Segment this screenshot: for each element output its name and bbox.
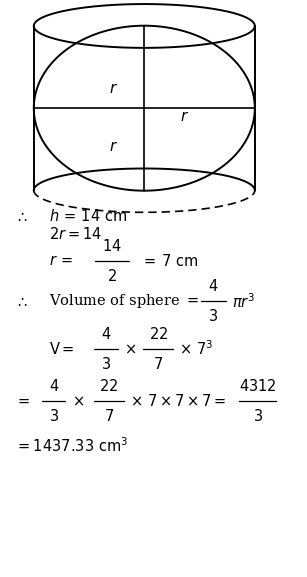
Text: $14$: $14$ (102, 238, 122, 254)
Text: $3$: $3$ (101, 356, 111, 372)
Text: $\times$: $\times$ (124, 342, 136, 356)
Text: $4312$: $4312$ (239, 378, 277, 394)
Text: $\times$: $\times$ (72, 394, 84, 408)
Text: $r$: $r$ (180, 110, 189, 123)
Text: $2r = 14$: $2r = 14$ (49, 226, 102, 242)
Text: $22$: $22$ (99, 378, 119, 394)
Text: $4$: $4$ (101, 326, 111, 342)
Text: $7$: $7$ (153, 356, 163, 372)
Text: $7$: $7$ (104, 408, 114, 424)
Text: $r$: $r$ (109, 140, 118, 154)
Text: $3$: $3$ (208, 308, 218, 324)
Text: $=\,7\ \mathrm{cm}$: $=\,7\ \mathrm{cm}$ (141, 253, 199, 269)
Text: $\therefore$: $\therefore$ (15, 294, 29, 309)
Text: Volume of sphere $=$: Volume of sphere $=$ (49, 292, 200, 310)
Text: $22$: $22$ (149, 326, 168, 342)
Text: $4$: $4$ (49, 378, 59, 394)
Text: $3$: $3$ (49, 408, 59, 424)
Text: $h\,=\,14\ \mathrm{cm}$: $h\,=\,14\ \mathrm{cm}$ (49, 208, 127, 224)
Text: $r$: $r$ (109, 83, 118, 96)
Text: $2$: $2$ (107, 268, 117, 284)
Text: $\therefore$: $\therefore$ (15, 209, 29, 224)
Text: $=$: $=$ (15, 394, 31, 408)
Text: $3$: $3$ (253, 408, 263, 424)
Text: $= 1437.33\ \mathrm{cm}^3$: $= 1437.33\ \mathrm{cm}^3$ (15, 436, 129, 455)
Text: $r\,=$: $r\,=$ (49, 254, 73, 268)
Text: $\times\ 7 \times 7 \times 7 =$: $\times\ 7 \times 7 \times 7 =$ (130, 393, 226, 409)
Text: $4$: $4$ (208, 278, 219, 294)
Text: $\times\ 7^3$: $\times\ 7^3$ (179, 340, 213, 358)
Text: $\mathrm{V} =$: $\mathrm{V} =$ (49, 341, 75, 357)
Text: $\pi r^3$: $\pi r^3$ (232, 292, 255, 310)
